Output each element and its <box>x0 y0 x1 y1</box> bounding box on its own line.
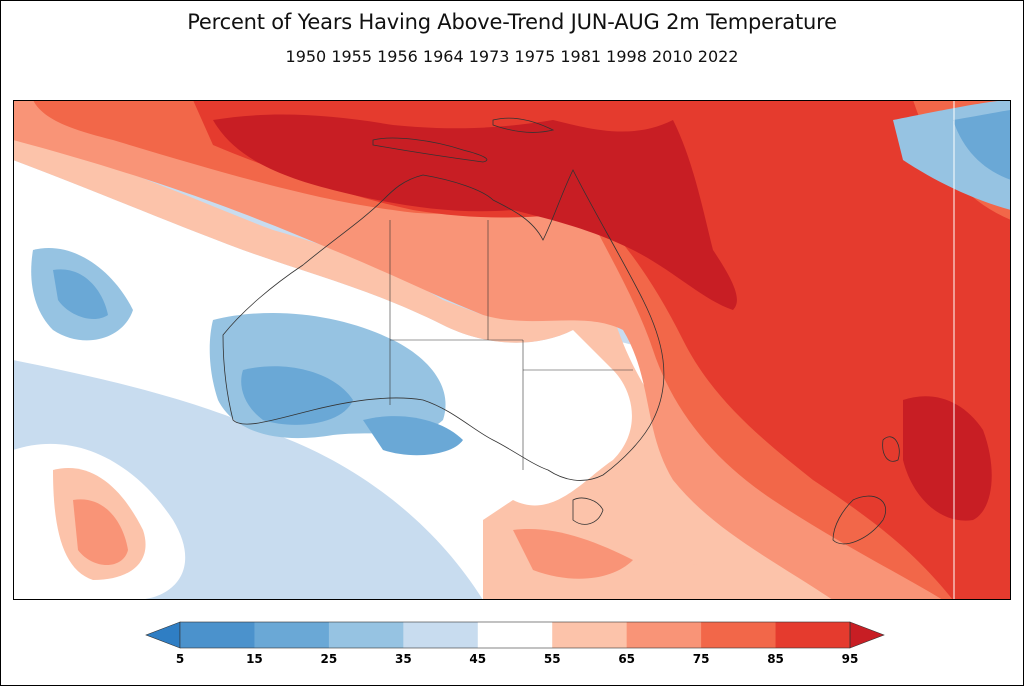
colorbar-tick-label: 45 <box>469 652 486 666</box>
colorbar-swatch <box>477 622 553 648</box>
colorbar-swatch <box>626 622 702 648</box>
colorbar-tick-label: 75 <box>693 652 710 666</box>
colorbar-tick-label: 25 <box>321 652 338 666</box>
colorbar-swatch <box>328 622 404 648</box>
colorbar-tick-label: 85 <box>767 652 784 666</box>
colorbar-swatch <box>403 622 479 648</box>
field-lightred-1 <box>13 140 873 600</box>
colorbar-labels: 5 15 25 35 45 55 65 75 85 95 <box>176 652 859 666</box>
field-blue-ne2 <box>953 110 1011 180</box>
colorbar-tick-label: 95 <box>842 652 859 666</box>
field-blue-sa <box>363 416 463 456</box>
field-midred-sw <box>73 499 128 565</box>
figure-title: Percent of Years Having Above-Trend JUN-… <box>187 10 837 34</box>
colorbar: 5 15 25 35 45 55 65 75 85 95 <box>145 621 885 666</box>
colorbar-swatches <box>145 621 885 649</box>
coastline <box>222 117 900 545</box>
colorbar-extend-low <box>145 621 181 649</box>
map-panel <box>13 100 1011 600</box>
state-borders <box>389 220 633 470</box>
colorbar-swatch <box>254 622 330 648</box>
field-deepred-ne <box>903 396 992 521</box>
colorbar-swatch <box>180 622 255 648</box>
colorbar-extend-high <box>849 621 885 649</box>
field-white-band <box>13 160 1011 600</box>
figure-subtitle: 1950 1955 1956 1964 1973 1975 1981 1998 … <box>285 47 739 66</box>
colorbar-swatch <box>552 622 628 648</box>
colorbar-tick-label: 65 <box>618 652 635 666</box>
colorbar-swatch <box>701 622 777 648</box>
colorbar-tick-label: 15 <box>246 652 263 666</box>
field-darkred-1 <box>193 100 1011 600</box>
field-blue-w2 <box>53 269 108 320</box>
field-deepred-1 <box>213 114 737 310</box>
colorbar-tick-label: 55 <box>544 652 561 666</box>
field-blue-wa2 <box>241 366 353 425</box>
colorbar-tick-label: 5 <box>176 652 184 666</box>
colorbar-swatch <box>775 622 851 648</box>
colorbar-tick-label: 35 <box>395 652 412 666</box>
field-midred-s <box>513 529 633 579</box>
